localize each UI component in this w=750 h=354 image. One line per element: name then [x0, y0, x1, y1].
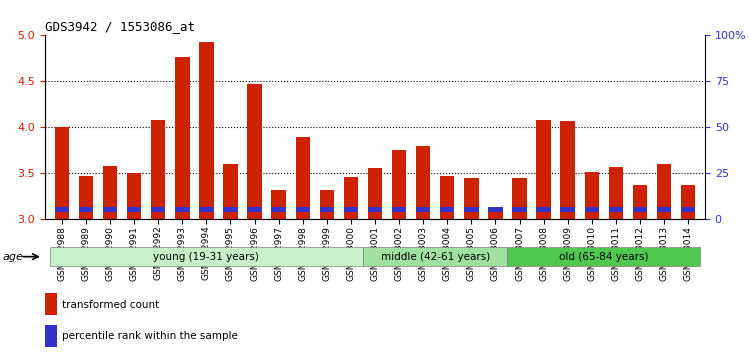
Bar	[272, 207, 286, 212]
Bar	[488, 212, 502, 219]
Bar	[609, 207, 623, 212]
Bar	[127, 207, 141, 212]
Bar	[609, 167, 623, 219]
Bar	[272, 190, 286, 219]
Bar	[464, 207, 478, 212]
Text: old (65-84 years): old (65-84 years)	[559, 252, 649, 262]
Bar	[248, 84, 262, 219]
Bar	[681, 184, 695, 219]
Text: age: age	[2, 252, 23, 262]
Bar	[633, 184, 647, 219]
Bar	[657, 164, 671, 219]
Bar	[536, 120, 550, 219]
Bar	[536, 207, 550, 212]
Bar	[416, 207, 430, 212]
Bar	[151, 207, 166, 212]
Bar	[224, 207, 238, 212]
Bar	[248, 207, 262, 212]
Bar	[103, 207, 117, 212]
Bar	[151, 120, 166, 219]
Bar	[224, 164, 238, 219]
Bar	[633, 207, 647, 212]
Bar	[55, 127, 69, 219]
Bar	[45, 293, 57, 315]
Bar	[175, 57, 190, 219]
Bar	[296, 207, 310, 212]
Bar	[344, 207, 358, 212]
Bar	[440, 207, 454, 212]
Bar	[416, 146, 430, 219]
Bar	[488, 207, 502, 212]
Text: young (19-31 years): young (19-31 years)	[154, 252, 260, 262]
Bar	[55, 207, 69, 212]
Bar	[440, 176, 454, 219]
Bar	[392, 207, 406, 212]
Bar	[127, 173, 141, 219]
Bar	[45, 325, 57, 347]
Text: percentile rank within the sample: percentile rank within the sample	[62, 331, 237, 342]
Bar	[79, 207, 93, 212]
Bar	[200, 207, 214, 212]
Bar	[320, 190, 334, 219]
Bar	[657, 207, 671, 212]
Text: transformed count: transformed count	[62, 299, 159, 310]
Text: GDS3942 / 1553086_at: GDS3942 / 1553086_at	[45, 20, 195, 33]
FancyBboxPatch shape	[50, 247, 363, 266]
Bar	[368, 207, 382, 212]
Bar	[584, 172, 599, 219]
Bar	[200, 42, 214, 219]
Text: middle (42-61 years): middle (42-61 years)	[380, 252, 490, 262]
Bar	[368, 168, 382, 219]
Bar	[175, 207, 190, 212]
Bar	[560, 207, 575, 212]
Bar	[512, 178, 526, 219]
Bar	[584, 207, 599, 212]
Bar	[464, 178, 478, 219]
Bar	[681, 207, 695, 212]
Bar	[392, 150, 406, 219]
Bar	[512, 207, 526, 212]
Bar	[103, 166, 117, 219]
Bar	[79, 176, 93, 219]
Bar	[320, 207, 334, 212]
Bar	[560, 121, 575, 219]
Bar	[344, 177, 358, 219]
FancyBboxPatch shape	[508, 247, 700, 266]
Bar	[296, 137, 310, 219]
FancyBboxPatch shape	[363, 247, 508, 266]
